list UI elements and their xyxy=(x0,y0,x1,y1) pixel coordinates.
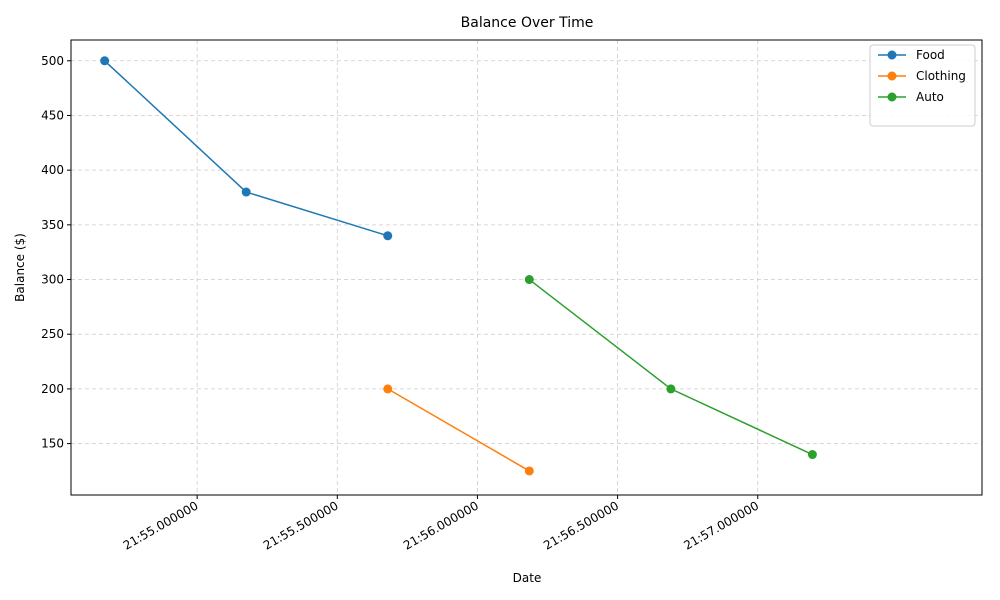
series-line-clothing xyxy=(387,388,530,472)
x-axis-label: Date xyxy=(513,571,542,585)
legend-marker-clothing xyxy=(887,71,897,81)
chart-title: Balance Over Time xyxy=(461,15,594,31)
series-layer xyxy=(100,56,817,476)
y-tick-label: 500 xyxy=(41,54,64,68)
y-tick-label: 300 xyxy=(41,273,64,287)
legend-label-clothing: Clothing xyxy=(916,69,966,83)
x-tick-label: 21:56.000000 xyxy=(401,498,481,552)
legend-label-auto: Auto xyxy=(916,90,944,104)
data-point-clothing xyxy=(383,384,393,394)
y-tick-label: 400 xyxy=(41,163,64,177)
y-tick-label: 350 xyxy=(41,218,64,232)
data-point-food xyxy=(383,231,393,241)
plot-frame xyxy=(70,39,983,496)
y-axis-label: Balance ($) xyxy=(13,233,27,302)
data-point-clothing xyxy=(524,466,534,476)
data-point-auto xyxy=(666,384,676,394)
x-tick-label: 21:56.500000 xyxy=(541,498,621,552)
grid-layer xyxy=(71,40,982,495)
x-tick-label: 21:55.500000 xyxy=(261,498,341,552)
x-tick-label: 21:57.000000 xyxy=(681,498,761,552)
y-tick-label: 450 xyxy=(41,108,64,122)
data-point-food xyxy=(241,187,251,197)
legend-box xyxy=(869,44,976,127)
y-tick-label: 150 xyxy=(41,437,64,451)
series-line-food xyxy=(104,60,388,237)
legend: Food Clothing Auto xyxy=(869,44,976,127)
legend-marker-food xyxy=(887,50,897,60)
y-tick-label: 250 xyxy=(41,327,64,341)
y-tick-label: 200 xyxy=(41,382,64,396)
data-point-auto xyxy=(524,275,534,285)
y-axis: 150 200 250 300 350 400 450 500 xyxy=(41,54,71,451)
legend-label-food: Food xyxy=(916,48,945,62)
x-tick-label: 21:55.000000 xyxy=(121,498,201,552)
x-axis: 21:55.000000 21:55.500000 21:56.000000 21:5… xyxy=(121,495,761,553)
series-line-auto xyxy=(528,278,813,456)
data-point-auto xyxy=(807,450,817,460)
legend-marker-auto xyxy=(887,92,897,102)
data-point-food xyxy=(100,56,110,66)
